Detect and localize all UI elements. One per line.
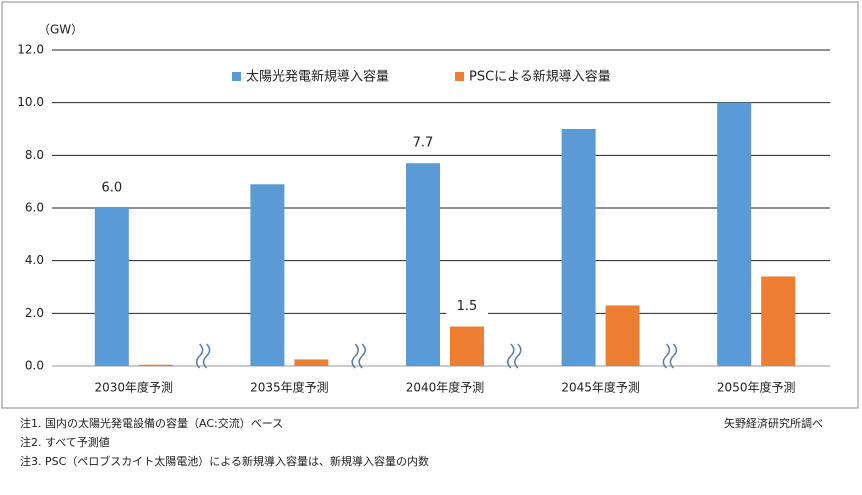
- chart-frame: [1, 1, 859, 409]
- x-tick-label: 2045年度予測: [561, 380, 640, 395]
- bar: [138, 364, 173, 366]
- legend-swatch: [455, 72, 464, 81]
- y-tick-label: 0.0: [25, 359, 44, 373]
- y-tick-label: 4.0: [25, 253, 44, 267]
- axis-break: [202, 343, 211, 369]
- value-label-bg: [446, 296, 488, 317]
- axis-break: [195, 343, 204, 369]
- bar: [561, 129, 596, 366]
- axis-break: [351, 343, 359, 369]
- axis-break: [669, 343, 678, 369]
- x-tick-label: 2030年度予測: [95, 380, 174, 395]
- bar: [717, 102, 752, 367]
- y-tick-label: 2.0: [25, 306, 44, 320]
- y-tick-label: 12.0: [17, 43, 44, 57]
- axis-break: [514, 343, 522, 369]
- value-label-bg: [402, 133, 444, 154]
- bar: [94, 208, 129, 366]
- y-unit-label: （GW）: [38, 23, 83, 37]
- bar: [761, 276, 796, 366]
- bar: [294, 359, 329, 366]
- bar: [605, 305, 640, 366]
- value-label-bg: [90, 178, 133, 198]
- y-tick-label: 8.0: [25, 148, 44, 162]
- legend-label: PSCによる新規導入容量: [469, 69, 611, 85]
- bar: [406, 163, 440, 366]
- legend-swatch: [232, 72, 241, 81]
- bar: [250, 184, 285, 366]
- value-label: 1.5: [457, 299, 478, 314]
- note: 注1. 国内の太陽光発電設備の容量（AC:交流）ベース: [20, 417, 284, 430]
- y-tick-label: 6.0: [25, 201, 44, 215]
- chart: （GW） 0.0 2.0 4.0 6.0 8.0 10.0 12.0 太陽光発電新規導入容量 P…: [1, 1, 859, 409]
- legend-label: 太陽光発電新規導入容量: [246, 69, 389, 85]
- source: 矢野経済研究所調べ: [724, 417, 823, 430]
- x-tick-label: 2035年度予測: [250, 380, 329, 395]
- note: 注2. すべて予測値: [20, 436, 110, 449]
- x-tick-label: 2040年度予測: [406, 380, 485, 395]
- bar: [450, 326, 484, 366]
- value-label: 6.0: [101, 181, 122, 196]
- axis-break: [358, 343, 366, 369]
- value-label: 7.7: [413, 136, 434, 151]
- axis-break: [662, 343, 671, 369]
- axis-break: [507, 343, 515, 369]
- x-tick-label: 2050年度予測: [717, 380, 796, 395]
- note: 注3. PSC（ペロブスカイト太陽電池）による新規導入容量は、新規導入容量の内数: [20, 455, 429, 468]
- y-tick-label: 10.0: [17, 95, 44, 109]
